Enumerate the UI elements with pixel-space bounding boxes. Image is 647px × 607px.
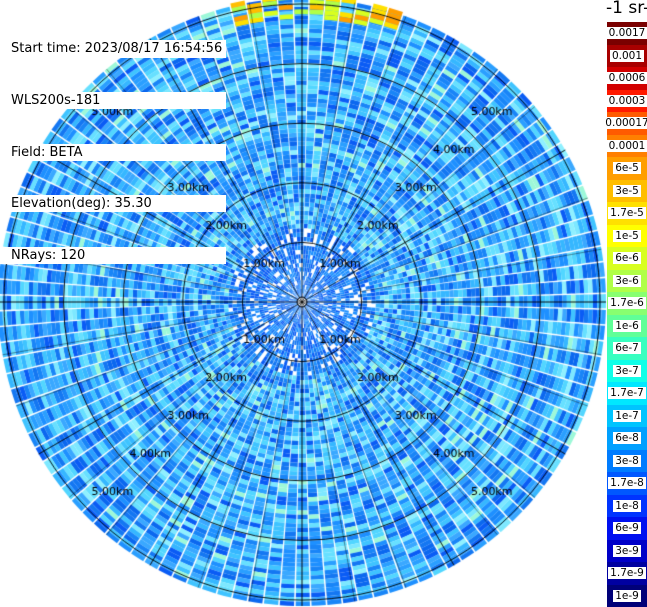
colorbar-swatch: 1.7e-5 [607,202,647,225]
colorbar-swatch: 0.00017 [603,112,647,135]
colorbar-unit-title: -1 sr-1 [606,0,647,18]
colorbar-tick-label: 6e-9 [613,522,641,535]
colorbar-swatch: 1e-6 [607,314,647,337]
colorbar-swatch: 6e-8 [607,427,647,450]
colorbar-tick-label: 1e-9 [613,589,641,602]
colorbar-swatch: 6e-7 [607,337,647,360]
colorbar-tick-label: 6e-6 [613,252,641,265]
colorbar-tick-label: 6e-8 [613,432,641,445]
colorbar-tick-label: 3e-5 [613,184,641,197]
colorbar: 0.0017 0.001 0.0006 0.0003 0.00017 0.0001 6e-5… [603,22,647,607]
colorbar-swatch: 6e-5 [607,157,647,180]
colorbar-tick-label: 1.7e-7 [608,387,646,400]
colorbar-tick-label: 1.7e-9 [608,567,646,580]
colorbar-tick-label: 6e-7 [613,342,641,355]
start-time-text: Start time: 2023/08/17 16:54:56 [11,41,225,57]
colorbar-swatch: 6e-9 [607,517,647,540]
colorbar-tick-label: 1e-8 [613,499,641,512]
colorbar-swatch: 0.0001 [606,134,647,157]
colorbar-swatch: 3e-9 [607,539,647,562]
colorbar-swatch: 3e-7 [607,359,647,382]
colorbar-swatch: 1e-9 [607,584,647,607]
colorbar-swatch: 1e-8 [607,494,647,517]
colorbar-swatch: 6e-6 [607,247,647,270]
colorbar-swatch: 1.7e-8 [607,472,647,495]
colorbar-swatch: 3e-8 [607,449,647,472]
colorbar-swatch: 3e-6 [607,269,647,292]
colorbar-swatch: 0.0017 [606,22,647,45]
colorbar-tick-label: 1e-6 [613,319,641,332]
field-text: Field: BETA [11,144,85,160]
colorbar-tick-label: 1e-5 [613,229,641,242]
colorbar-swatch: 1e-5 [607,224,647,247]
colorbar-swatch: 1e-7 [607,404,647,427]
colorbar-swatch: 3e-5 [607,179,647,202]
colorbar-tick-label: 0.0003 [606,94,647,107]
colorbar-tick-label: 1e-7 [613,409,641,422]
scan-info-box: Start time: 2023/08/17 16:54:56 WLS200s-… [0,6,227,281]
colorbar-tick-label: 0.001 [609,49,645,62]
nrays-text: NRays: 120 [11,247,88,263]
colorbar-tick-label: 3e-9 [613,544,641,557]
colorbar-tick-label: 1.7e-8 [608,477,646,490]
colorbar-tick-label: 0.0001 [606,139,647,152]
colorbar-tick-label: 1.7e-5 [608,207,646,220]
colorbar-tick-label: 3e-6 [613,274,641,287]
colorbar-tick-label: 6e-5 [613,162,641,175]
colorbar-tick-label: 0.0017 [606,27,647,40]
colorbar-swatch: 1.7e-7 [607,382,647,405]
colorbar-swatch: 0.0006 [606,67,647,90]
elevation-text: Elevation(deg): 35.30 [11,196,154,212]
colorbar-swatch: 0.0003 [606,89,647,112]
instrument-text: WLS200s-181 [11,93,103,109]
colorbar-swatch: 0.001 [607,44,647,67]
colorbar-swatch: 1.7e-6 [607,292,647,315]
colorbar-swatch: 1.7e-9 [607,562,647,585]
colorbar-tick-label: 0.0006 [606,72,647,85]
colorbar-tick-label: 3e-7 [613,364,641,377]
colorbar-tick-label: 1.7e-6 [608,297,646,310]
colorbar-tick-label: 3e-8 [613,454,641,467]
colorbar-tick-label: 0.00017 [603,117,647,130]
